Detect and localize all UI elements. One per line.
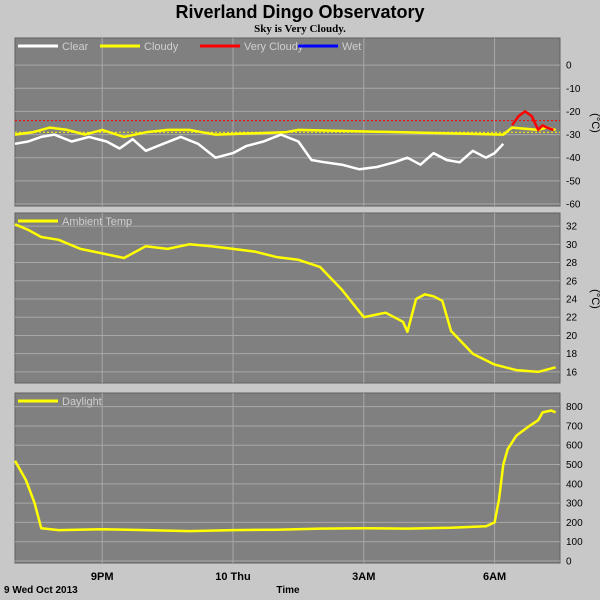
y-tick-label: 22 (566, 313, 578, 324)
panel-2: 32 30 28 26 24 22 20 18 16 (°C) Ambient Temp (14, 212, 600, 384)
y-tick-label: 32 (566, 222, 578, 233)
y-tick-label: -20 (566, 107, 581, 118)
legend-label: Ambient Temp (62, 216, 132, 228)
y-tick-label: -50 (566, 176, 581, 187)
panel-1: 0 -10 -20 -30 -40 -50 -60 (°C) Clear Cloudy Very C… (14, 37, 600, 211)
legend-label: Very Cloudy (244, 41, 304, 53)
y-tick-label: 200 (566, 518, 583, 529)
plot-area (14, 37, 561, 207)
y-tick-label: 700 (566, 421, 583, 432)
y-tick-label: 100 (566, 537, 583, 548)
chart-subtitle: Sky is Very Cloudy. (254, 23, 346, 35)
x-tick-label: 9PM (91, 571, 114, 583)
panels: 0 -10 -20 -30 -40 -50 -60 (°C) Clear Cloudy Very C… (13, 37, 600, 568)
chart-title: Riverland Dingo Observatory (175, 2, 424, 22)
series-line-cloudy (14, 126, 556, 139)
legend-label: Wet (342, 41, 361, 53)
y-tick-label: 0 (566, 61, 572, 72)
y-tick-label: 18 (566, 349, 578, 360)
y-tick-label: 500 (566, 460, 583, 471)
y-tick-label: 600 (566, 441, 583, 452)
x-tick-label: 3AM (352, 571, 375, 583)
series-line-daylight (13, 409, 557, 533)
y-axis-unit: (°C) (589, 289, 600, 309)
y-tick-label: 800 (566, 402, 583, 413)
y-tick-label: 30 (566, 240, 578, 251)
x-axis-ticks: 9PM 10 Thu 3AM 6AM (91, 571, 506, 583)
y-tick-label: 16 (566, 367, 578, 378)
series-line-clear (14, 133, 505, 171)
y-tick-label: -30 (566, 130, 581, 141)
y-tick-label: -40 (566, 153, 581, 164)
x-tick-label: 6AM (483, 571, 506, 583)
plot-area (14, 212, 561, 384)
y-tick-label: 20 (566, 331, 578, 342)
y-tick-label: -10 (566, 84, 581, 95)
x-axis-label: Time (276, 585, 300, 596)
y-tick-label: 0 (566, 557, 572, 568)
y-tick-label: 24 (566, 295, 578, 306)
legend-label: Daylight (62, 396, 102, 408)
plot-area (14, 392, 561, 564)
y-tick-label: 400 (566, 479, 583, 490)
panel-3: 800 700 600 500 400 300 200 100 0 Daylight (13, 392, 583, 568)
y-tick-label: 300 (566, 499, 583, 510)
series-line-very-cloudy (510, 110, 554, 132)
legend-label: Cloudy (144, 41, 179, 53)
x-tick-label: 10 Thu (215, 571, 250, 583)
y-axis-unit: (°C) (589, 113, 600, 133)
y-tick-label: 26 (566, 276, 578, 287)
series-line-ambient-temp (14, 223, 556, 374)
footer-date: 9 Wed Oct 2013 (4, 585, 78, 596)
legend-label: Clear (62, 41, 89, 53)
y-tick-label: -60 (566, 200, 581, 211)
y-tick-label: 28 (566, 258, 578, 269)
